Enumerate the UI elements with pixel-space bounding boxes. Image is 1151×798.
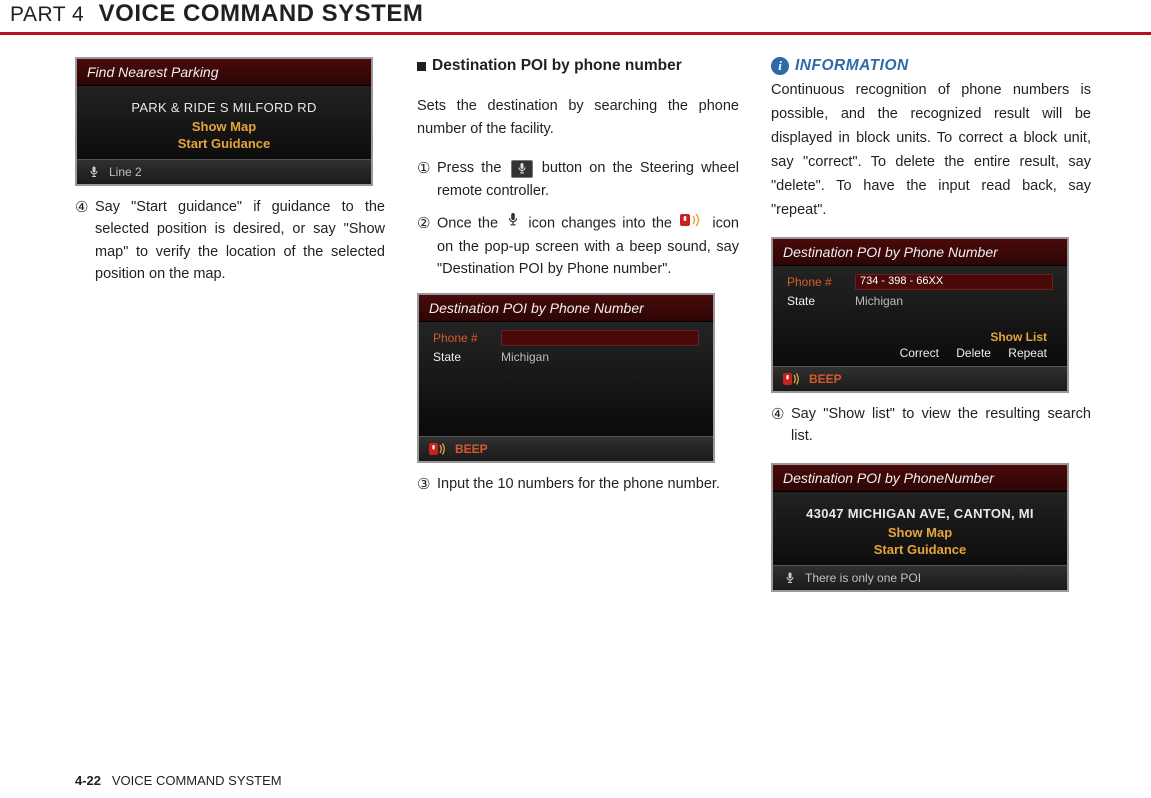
screenshot-poi-phone-filled: Destination POI by Phone Number Phone # …: [771, 237, 1069, 393]
state-label: State: [787, 294, 845, 308]
ss-footer-text: Line 2: [109, 165, 142, 179]
column-2: Destination POI by phone number Sets the…: [417, 57, 739, 602]
ss-footer: BEEP: [773, 366, 1067, 391]
ss-commands: Show List Correct Delete Repeat: [773, 320, 1067, 366]
ss-footer-text: There is only one POI: [805, 571, 921, 585]
ss-footer: BEEP: [419, 436, 713, 461]
ss-footer: There is only one POI: [773, 565, 1067, 590]
info-icon: i: [771, 57, 789, 75]
column-1: Find Nearest Parking PARK & RIDE S MILFO…: [75, 57, 385, 602]
part-title: VOICE COMMAND SYSTEM: [99, 0, 424, 28]
page-footer: 4-22 VOICE COMMAND SYSTEM: [75, 773, 282, 788]
show-list-cmd: Show List: [793, 330, 1047, 344]
ss-show-map: Show Map: [77, 119, 371, 134]
ss-start-guidance: Start Guidance: [773, 542, 1067, 557]
ss-body: PARK & RIDE S MILFORD RD Show Map Start …: [77, 86, 371, 159]
column-3: i INFORMATION Continuous recognition of …: [771, 57, 1091, 602]
step-number: ②: [417, 212, 437, 280]
ss-address: 43047 MICHIGAN AVE, CANTON, MI: [773, 506, 1067, 521]
mic-icon: [87, 165, 101, 179]
mic-icon: [506, 212, 520, 235]
step-4-col3: ④ Say "Show list" to view the resulting …: [771, 403, 1091, 448]
ss-fields: Phone # State Michigan: [419, 322, 713, 376]
info-text: Continuous recognition of phone numbers …: [771, 79, 1091, 223]
info-title: INFORMATION: [795, 57, 909, 75]
steering-mic-button-icon: [511, 160, 533, 178]
beep-icon: [783, 372, 801, 386]
section-heading: Destination POI by phone number: [417, 57, 739, 75]
beep-icon: [680, 212, 704, 235]
page-footer-title: VOICE COMMAND SYSTEM: [112, 773, 282, 788]
step-number: ④: [75, 196, 95, 286]
ss-footer-text: BEEP: [809, 372, 842, 386]
state-value: Michigan: [501, 350, 549, 364]
part-label: PART 4: [0, 3, 84, 27]
ss-body: 43047 MICHIGAN AVE, CANTON, MI Show Map …: [773, 492, 1067, 565]
phone-label: Phone #: [433, 331, 491, 345]
content-columns: Find Nearest Parking PARK & RIDE S MILFO…: [0, 57, 1151, 602]
step-number: ③: [417, 473, 437, 496]
intro-text: Sets the destination by searching the ph…: [417, 95, 739, 141]
step-4-col1: ④ Say "Start guidance" if guidance to th…: [75, 196, 385, 286]
ss-footer: Line 2: [77, 159, 371, 184]
information-heading: i INFORMATION: [771, 57, 1091, 75]
phone-label: Phone #: [787, 275, 845, 289]
ss-title: Destination POI by PhoneNumber: [773, 465, 1067, 492]
ss-title: Find Nearest Parking: [77, 59, 371, 86]
screenshot-poi-phone-empty: Destination POI by Phone Number Phone # …: [417, 293, 715, 463]
screenshot-poi-result: Destination POI by PhoneNumber 43047 MIC…: [771, 463, 1069, 592]
ss-show-map: Show Map: [773, 525, 1067, 540]
step-number: ①: [417, 157, 437, 202]
phone-input: 734 - 398 - 66XX: [855, 274, 1053, 290]
step-text: Once the icon changes into the icon on t…: [437, 212, 739, 280]
step-1: ① Press the button on the Steering wheel…: [417, 157, 739, 202]
state-label: State: [433, 350, 491, 364]
ss-title: Destination POI by Phone Number: [773, 239, 1067, 266]
square-bullet-icon: [417, 62, 426, 71]
mic-icon: [783, 571, 797, 585]
phone-input: [501, 330, 699, 346]
screenshot-find-parking: Find Nearest Parking PARK & RIDE S MILFO…: [75, 57, 373, 186]
page-number: 4-22: [75, 773, 101, 788]
step-text: Input the 10 numbers for the phone numbe…: [437, 473, 739, 496]
step-2: ② Once the icon changes into the icon on…: [417, 212, 739, 280]
state-value: Michigan: [855, 294, 903, 308]
step-number: ④: [771, 403, 791, 448]
ss-address: PARK & RIDE S MILFORD RD: [77, 100, 371, 115]
ss-footer-text: BEEP: [455, 442, 488, 456]
step-text: Press the button on the Steering wheel r…: [437, 157, 739, 202]
ss-start-guidance: Start Guidance: [77, 136, 371, 151]
step-text: Say "Show list" to view the resulting se…: [791, 403, 1091, 448]
step-3: ③ Input the 10 numbers for the phone num…: [417, 473, 739, 496]
cmd-row: Correct Delete Repeat: [793, 346, 1047, 360]
section-title: Destination POI by phone number: [432, 57, 682, 75]
ss-title: Destination POI by Phone Number: [419, 295, 713, 322]
page-header: PART 4 VOICE COMMAND SYSTEM: [0, 0, 1151, 35]
beep-icon: [429, 442, 447, 456]
step-text: Say "Start guidance" if guidance to the …: [95, 196, 385, 286]
ss-fields: Phone # 734 - 398 - 66XX State Michigan: [773, 266, 1067, 320]
